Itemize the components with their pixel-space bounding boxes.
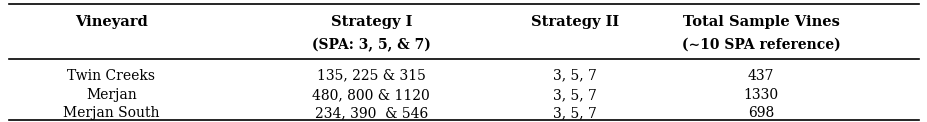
- Text: 234, 390  & 546: 234, 390 & 546: [314, 107, 427, 120]
- Text: 135, 225 & 315: 135, 225 & 315: [316, 69, 425, 83]
- Text: Twin Creeks: Twin Creeks: [68, 69, 155, 83]
- Text: 1330: 1330: [743, 88, 778, 102]
- Text: Merjan South: Merjan South: [63, 107, 159, 120]
- Text: 3, 5, 7: 3, 5, 7: [552, 88, 597, 102]
- Text: (∼10 SPA reference): (∼10 SPA reference): [680, 38, 840, 52]
- Text: Merjan: Merjan: [86, 88, 136, 102]
- Text: 480, 800 & 1120: 480, 800 & 1120: [312, 88, 429, 102]
- Text: 3, 5, 7: 3, 5, 7: [552, 107, 597, 120]
- Text: 698: 698: [747, 107, 773, 120]
- Text: 437: 437: [747, 69, 773, 83]
- Text: 3, 5, 7: 3, 5, 7: [552, 69, 597, 83]
- Text: Total Sample Vines: Total Sample Vines: [681, 15, 839, 29]
- Text: (SPA: 3, 5, & 7): (SPA: 3, 5, & 7): [311, 38, 430, 52]
- Text: Vineyard: Vineyard: [75, 15, 147, 29]
- Text: Strategy I: Strategy I: [330, 15, 412, 29]
- Text: Strategy II: Strategy II: [531, 15, 618, 29]
